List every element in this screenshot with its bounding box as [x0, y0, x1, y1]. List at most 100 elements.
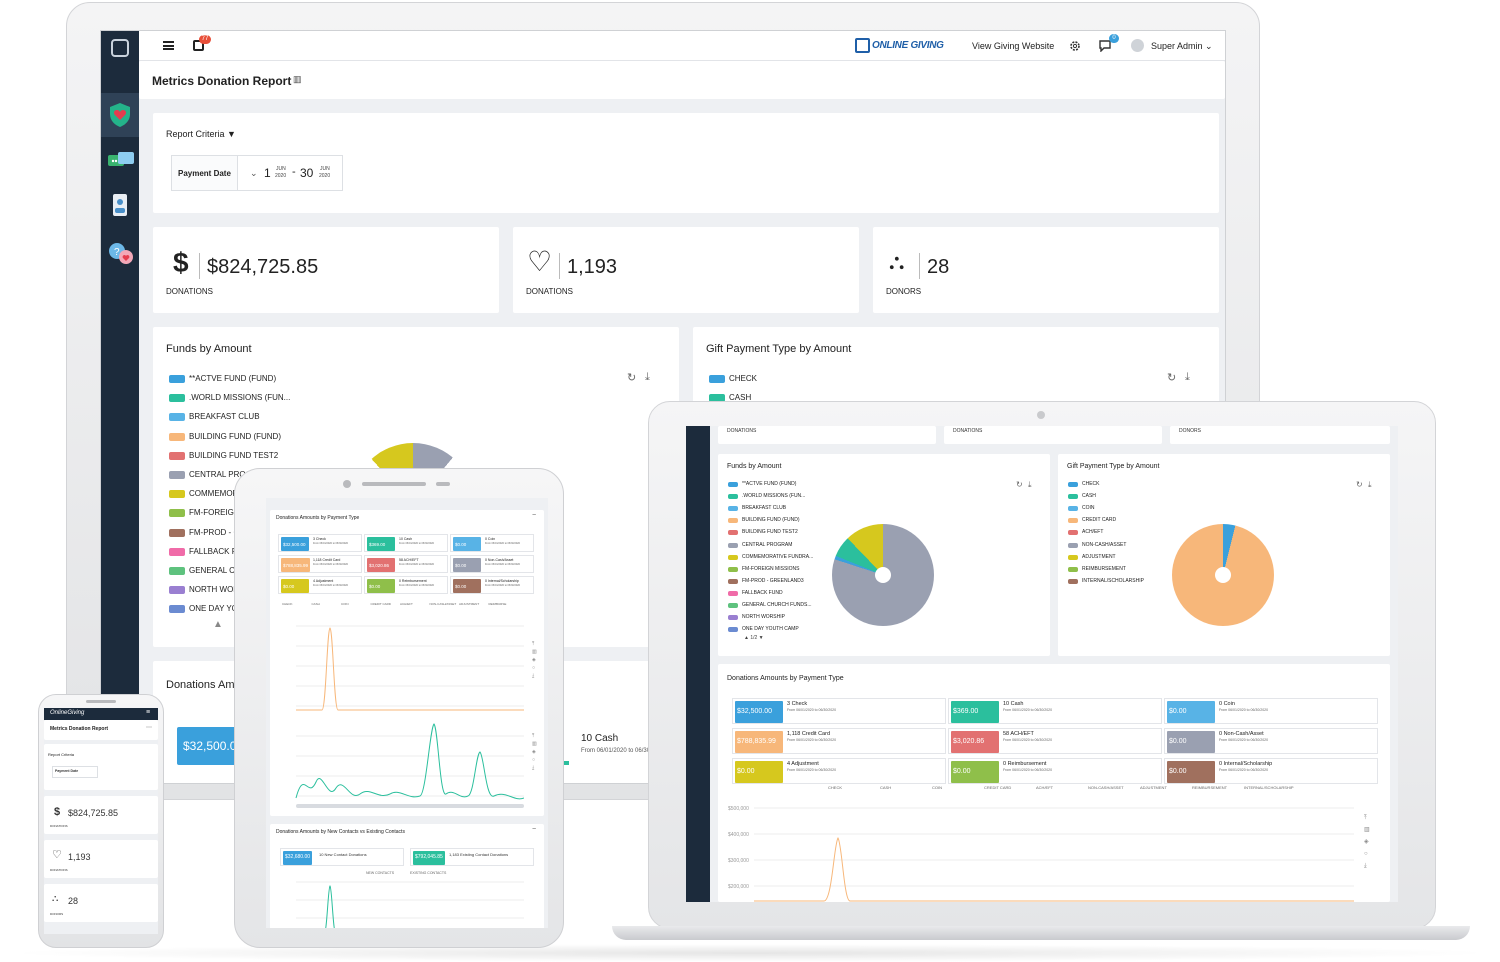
download-icon[interactable]: ⤓ — [645, 371, 650, 383]
tile-desc: 0 Internal/Scholarship — [1219, 761, 1273, 767]
bar-chart-icon: ▥ — [293, 74, 302, 84]
tile-amount: $788,835.99 — [281, 558, 311, 572]
refresh-icon[interactable]: ↻ — [1016, 480, 1023, 489]
hamburger-menu-icon[interactable] — [163, 41, 174, 50]
stat-card-donations: ♡ 1,193 DONATIONS — [44, 840, 158, 878]
more-icon[interactable]: ⋯ — [146, 725, 152, 731]
chevron-down-icon: ⌄ — [1205, 41, 1213, 51]
legend-swatch — [728, 482, 738, 487]
card-title: Donations Amounts by New Contacts vs Exi… — [276, 829, 405, 835]
legend-label: INTERNAL/SCHOLARSHIP — [1082, 577, 1144, 584]
legend-label: NORTH WORSHIP — [742, 614, 785, 621]
chart-tools-icon[interactable]: ⤒ ▥ ◈ ○ ⤓ — [1364, 815, 1370, 869]
page-title: Metrics Donation Report — [50, 726, 109, 732]
series-label: CASH — [311, 602, 320, 606]
tile-range: From 06/01/2020 to 06/30/2020 — [399, 541, 435, 545]
legend-label: FM-PROD - G — [189, 527, 240, 537]
tile-desc: 0 Reimbursement — [1003, 761, 1047, 767]
avatar[interactable] — [1131, 39, 1144, 52]
legend-label: CENTRAL PROG — [189, 470, 252, 479]
legend-label: CHECK — [1082, 481, 1100, 487]
stat-card-amount: $ $824,725.85 DONATIONS — [44, 796, 158, 834]
payment-type-tile: $0.00 0 Coin From 06/01/2020 to 06/30/2020 — [450, 534, 534, 552]
tile-desc: 0 Reimbursement — [399, 579, 427, 583]
legend-swatch — [169, 394, 185, 403]
series-label: REIMBURSEMENT — [1192, 785, 1228, 790]
legend-label: NON-CASH/ASSET — [1082, 541, 1127, 548]
filter-icon: ▼ — [227, 129, 236, 139]
contact-card-icon[interactable] — [112, 193, 128, 217]
chart-tools-icon[interactable]: ⤒ ▥ ◈ ○ ⤓ — [532, 733, 537, 771]
stat-label: DONORS — [886, 287, 922, 296]
legend-label: FALLBACK FUND — [742, 589, 783, 596]
tile-amount: $0.00 — [281, 579, 309, 593]
user-menu[interactable]: Super Admin ⌄ — [1151, 41, 1213, 52]
date-to-year: 2020 — [319, 173, 331, 179]
download-icon[interactable]: ⤓ — [1028, 480, 1032, 489]
series-label: CHECK — [828, 785, 843, 790]
tile-desc: 3 Check — [787, 701, 808, 707]
stat-value: 1,193 — [567, 256, 618, 278]
app-logo-icon[interactable] — [111, 39, 129, 57]
legend-label: CENTRAL PROGRAM — [742, 541, 793, 548]
pie-hole — [875, 567, 891, 583]
tile-amount: $32,500.00 — [281, 537, 309, 551]
legend-label: NORTH WOR — [189, 585, 240, 595]
legend-swatch — [728, 566, 738, 572]
payment-date-filter[interactable]: Payment Date ⌄ 1 JUN 2020 - 30 JUN 2020 — [171, 155, 343, 191]
legend-swatch — [169, 509, 185, 518]
payment-date-filter[interactable]: Payment Date — [52, 766, 98, 778]
tile-desc: 1,118 Credit Card — [787, 731, 831, 737]
donations-by-type-card: Donations Amounts by Payment Type $32,50… — [718, 664, 1390, 902]
heart-icon: ♡ — [527, 246, 553, 277]
payment-type-tile: $32,500.00 3 Check From 06/01/2020 to 06/3… — [732, 698, 946, 724]
payment-date-label: Payment Date — [178, 169, 231, 178]
download-icon[interactable]: ⤓ — [1185, 371, 1190, 383]
stat-value: 28 — [927, 256, 950, 278]
legend-label: ACH/EFT — [1082, 529, 1104, 536]
laptop-base — [612, 926, 1470, 940]
y-tick: $300,000 — [728, 858, 749, 864]
tile-amount: $0.00 — [1167, 701, 1215, 723]
donors-icon: ⛬ — [889, 249, 905, 274]
laptop-camera — [1037, 411, 1045, 419]
cash-count: 10 Cash — [581, 733, 619, 744]
legend-swatch — [1068, 506, 1078, 512]
user-name: Super Admin — [1151, 41, 1203, 51]
notifications-icon[interactable] — [193, 40, 204, 51]
collapse-icon[interactable]: − — [532, 826, 537, 833]
tile-amount: $0.00 — [367, 579, 395, 593]
download-icon[interactable]: ⤓ — [1368, 480, 1372, 489]
refresh-icon[interactable]: ↻ — [627, 372, 637, 384]
report-criteria-card: Report Criteria ▼ Payment Date ⌄ 1 JUN 2… — [153, 113, 1219, 213]
tile-desc: 0 Coin — [1219, 701, 1235, 707]
messages-badge: 0 — [1109, 34, 1119, 43]
refresh-icon[interactable]: ↻ — [1167, 372, 1177, 384]
sidebar — [686, 426, 710, 902]
refresh-icon[interactable]: ↻ — [1356, 480, 1363, 489]
view-giving-website-link[interactable]: View Giving Website — [972, 41, 1055, 51]
legend-label: COMMEMORATIVE FUNDRA... — [742, 553, 814, 560]
legend-prev-icon[interactable]: ▲ — [213, 619, 223, 630]
legend-swatch — [728, 578, 738, 584]
tile-desc: 0 Coin — [485, 537, 496, 541]
legend-label: FM-PROD - GREENLAND3 — [742, 577, 804, 584]
tile-amount: $788,835.99 — [735, 731, 783, 753]
tile-amount: $0.00 — [1167, 761, 1215, 783]
chat-bubbles-icon[interactable] — [107, 151, 135, 173]
payment-type-tile: $0.00 0 Reimbursement From 06/01/2020 to 0… — [948, 758, 1162, 784]
legend-label: COIN — [1082, 505, 1095, 512]
hamburger-menu-icon[interactable]: ≡ — [146, 709, 151, 716]
chart-tools-icon[interactable]: ⤒ ▥ ◈ ○ ⤓ — [532, 641, 537, 679]
tile-range: From 06/01/2020 to 06/30/2020 — [485, 583, 521, 587]
tile-desc: 1,118 Credit Card — [313, 558, 341, 562]
gear-icon[interactable] — [1069, 40, 1081, 52]
payment-type-tile: $3,020.86 58 ACH/EFT From 06/01/2020 to 06… — [948, 728, 1162, 754]
tile-desc: 4 Adjustment — [787, 761, 819, 767]
payment-type-line-chart — [295, 625, 524, 808]
sidebar-item-shield[interactable] — [101, 93, 139, 137]
device-shadow — [0, 944, 1500, 962]
help-chat-icon[interactable]: ? — [107, 241, 135, 267]
collapse-icon[interactable]: − — [532, 512, 537, 519]
y-tick: $500,000 — [728, 806, 749, 812]
